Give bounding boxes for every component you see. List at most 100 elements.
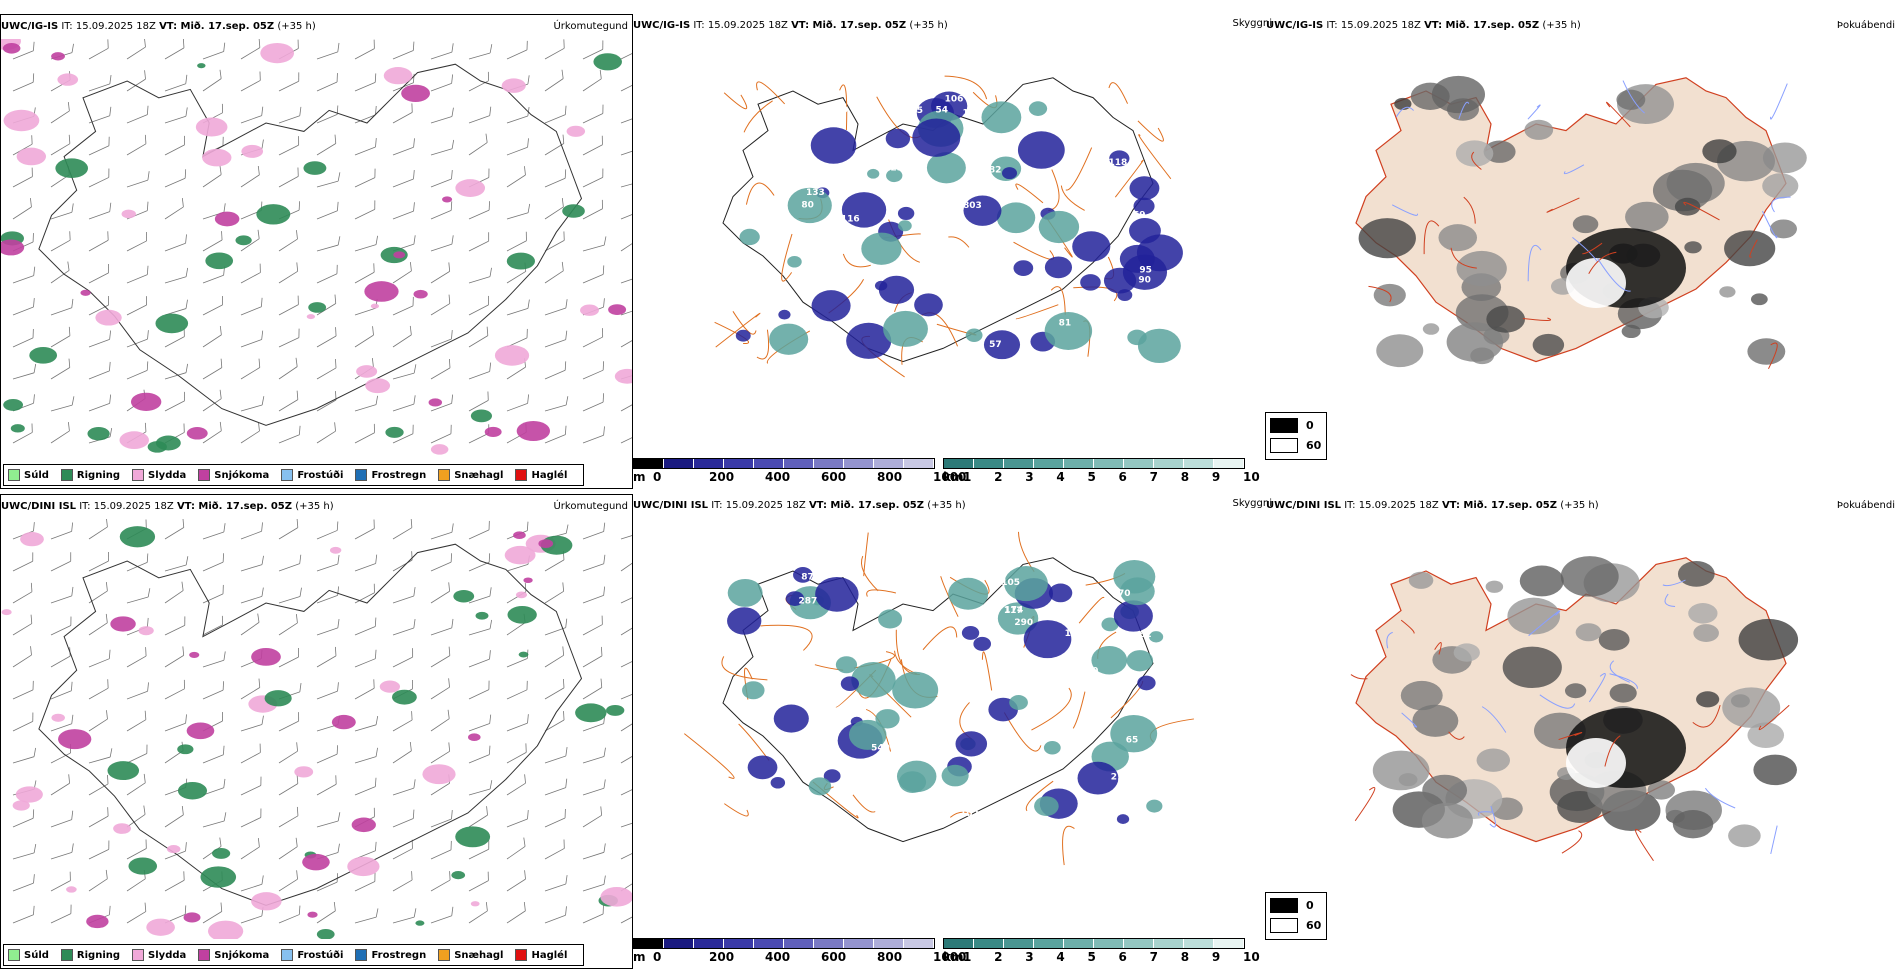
panel-title: UWC/DINI ISL IT: 15.09.2025 18Z VT: Mið.… — [1266, 500, 1599, 511]
cloud-base-value: 174 — [1004, 605, 1023, 615]
cloud-base-value: 161 — [1000, 321, 1019, 331]
panel-field-label: Úrkomutegund — [553, 501, 628, 512]
legend-swatch — [355, 949, 368, 961]
cloud-base-value: 118 — [1109, 158, 1128, 168]
precip-legend-item: Súld — [8, 469, 49, 481]
cloud-base-value: 48 — [817, 755, 830, 765]
visibility-colorbar: km 1 2 3 4 5 6 7 8 9 10 — [943, 458, 1260, 484]
panel-field-label: Þokuábendi — [1836, 500, 1895, 511]
cloud-base-value: 62 — [1139, 630, 1152, 640]
precip-legend-item: Frostúði — [281, 949, 343, 961]
fog-map — [1350, 556, 1799, 862]
visibility-value: 129 — [963, 681, 982, 691]
cloud-base-value: 18 — [780, 636, 793, 646]
cloud-base-value: 117 — [1004, 606, 1023, 616]
precip-map — [1, 519, 632, 939]
fog-map — [1355, 75, 1807, 370]
precip-legend-item: Haglél — [515, 469, 567, 481]
cloud-visibility-panel-row1: UWC/IG-IS IT: 15.09.2025 18Z VT: Mið. 17… — [633, 14, 1272, 489]
cloud-visibility-panel-row2: UWC/DINI ISL IT: 15.09.2025 18Z VT: Mið.… — [633, 494, 1272, 969]
cloud-base-value: 354 — [1128, 784, 1147, 794]
legend-swatch — [60, 469, 73, 481]
precip-legend-item: Rigning — [60, 949, 120, 961]
cloud-base-value: 69 — [1032, 258, 1045, 268]
precip-map — [1, 39, 632, 455]
legend-swatch — [281, 469, 294, 481]
precip-legend-item: Slydda — [132, 949, 186, 961]
cloud-base-value: 98 — [779, 686, 792, 696]
cloud-base-value: 125 — [884, 163, 903, 173]
panel-field-label: Þokuábendi — [1836, 20, 1895, 31]
cloud-base-value: 57 — [989, 340, 1002, 350]
cloud-base-value: 484 — [1101, 690, 1120, 700]
cloud-base-value: 106 — [945, 95, 964, 105]
cloud-base-value: 67 — [822, 329, 835, 339]
legend-swatch — [281, 949, 294, 961]
cloud-base-value: 65 — [1126, 736, 1139, 746]
legend-swatch — [8, 469, 20, 481]
cloud-base-value: 230 — [992, 764, 1011, 774]
cloud-visibility-map: 118 165 175 184 90 110 80 82 81 90 135 94 106 133 161 1… — [714, 75, 1183, 378]
cloud-base-value: 94 — [820, 279, 833, 289]
cloud-base-value: 216 — [1111, 773, 1130, 783]
cloud-base-value: 110 — [967, 818, 986, 828]
cloud-base-value: 107 — [946, 276, 965, 286]
cloud-base-value: 60 — [1086, 667, 1099, 677]
precip-legend-item: Súld — [8, 949, 49, 961]
legend-swatch — [438, 949, 451, 961]
precip-legend-item: Snæhagl — [438, 469, 503, 481]
fog-panel-row2: UWC/DINI ISL IT: 15.09.2025 18Z VT: Mið.… — [1266, 494, 1899, 969]
fog-legend: 0 60 — [1265, 412, 1327, 460]
precip-legend: Súld Rigning Slydda Snjókoma Frostúði Frostre… — [3, 464, 585, 486]
panel-field-label: Skyggni — [1232, 18, 1272, 29]
precip-type-panel-row2: UWC/DINI ISL IT: 15.09.2025 18Z VT: Mið.… — [0, 494, 633, 969]
precip-legend-item: Slydda — [132, 469, 186, 481]
cloud-base-value: 102 — [960, 810, 979, 820]
cloud-base-value: 54 — [935, 106, 948, 116]
cloud-base-value: 45 — [1031, 288, 1044, 298]
cloud-base-value: 100 — [1085, 714, 1104, 724]
panel-field-label: Úrkomutegund — [553, 21, 628, 32]
precip-legend-item: Rigning — [60, 469, 120, 481]
precip-legend-item: Frostúði — [281, 469, 343, 481]
panel-field-label: Skyggni — [1232, 498, 1272, 509]
cloud-base-value: 70 — [1118, 589, 1131, 599]
legend-swatch — [515, 949, 528, 961]
legend-swatch — [355, 469, 368, 481]
cloud-base-value: 116 — [841, 214, 860, 224]
visibility-value: 803 — [963, 201, 982, 211]
cloud-base-value: 90 — [1138, 276, 1151, 286]
cloud-base-value: 135 — [963, 108, 982, 118]
cloud-base-value: 110 — [829, 105, 848, 115]
fog-panel-row1: UWC/IG-IS IT: 15.09.2025 18Z VT: Mið. 17… — [1266, 14, 1899, 489]
cloud-base-value: 559 — [860, 628, 879, 638]
cloud-base-value: 90 — [1086, 218, 1099, 228]
cloud-base-value: 87 — [801, 572, 814, 582]
cloud-base-value: 38 — [1059, 658, 1072, 668]
visibility-colorbar: km 1 2 3 4 5 6 7 8 9 10 — [943, 938, 1260, 964]
panel-title: UWC/IG-IS IT: 15.09.2025 18Z VT: Mið. 17… — [1, 21, 316, 32]
precip-legend-item: Snjókoma — [198, 469, 269, 481]
cloud-base-value: 64 — [1123, 789, 1136, 799]
legend-swatch — [198, 469, 211, 481]
cloud-visibility-map: 105 174 540 48 102 215 287 64 60 301 559 138 117 38 18… — [683, 531, 1194, 866]
legend-swatch — [515, 469, 528, 481]
precip-type-panel-row1: UWC/IG-IS IT: 15.09.2025 18Z VT: Mið. 17… — [0, 14, 633, 489]
cloud-base-value: 184 — [1104, 208, 1123, 218]
cloud-base-value: 81 — [1059, 318, 1072, 328]
cloud-base-value: 287 — [799, 597, 818, 607]
precip-legend-item: Frostregn — [355, 469, 426, 481]
panel-title: UWC/DINI ISL IT: 15.09.2025 18Z VT: Mið.… — [633, 500, 966, 511]
cloud-base-value: 69 — [1133, 211, 1146, 221]
legend-swatch — [60, 949, 73, 961]
precip-legend-item: Snjókoma — [198, 949, 269, 961]
cloud-base-value: 540 — [871, 744, 890, 754]
legend-swatch — [438, 469, 451, 481]
cloud-base-value: 80 — [801, 200, 814, 210]
cloud-base-value: 43 — [857, 609, 870, 619]
cloud-base-colorbar: m 0 200 400 600 800 1000 — [633, 458, 966, 484]
legend-swatch — [8, 949, 20, 961]
precip-legend: Súld Rigning Slydda Snjókoma Frostúði Frostre… — [3, 944, 585, 966]
cloud-base-value: 290 — [1014, 618, 1033, 628]
cloud-base-value: 301 — [1072, 686, 1091, 696]
